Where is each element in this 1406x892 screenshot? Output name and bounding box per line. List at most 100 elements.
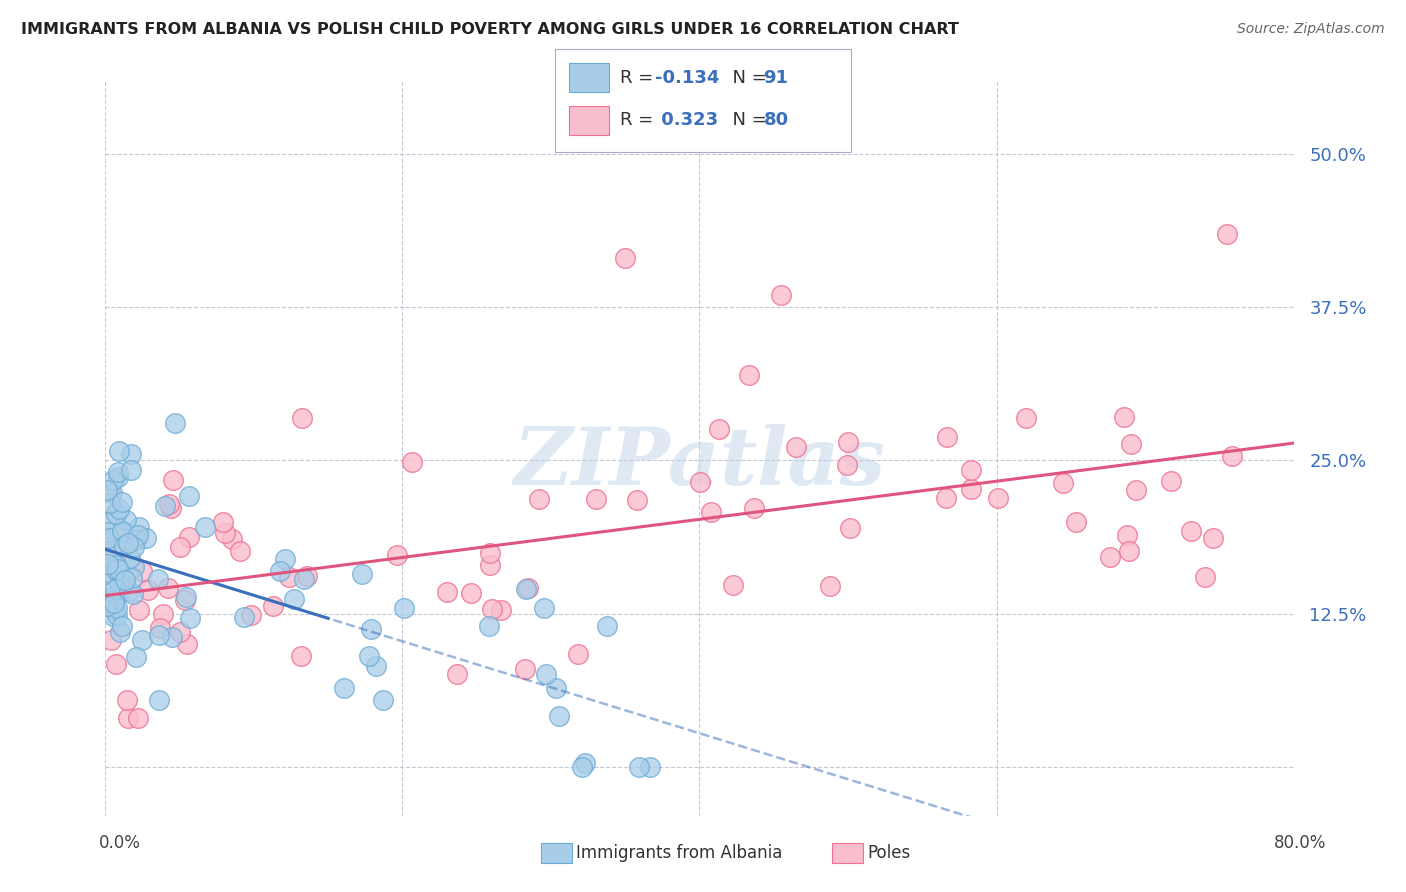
Point — [96, 524, 118, 539]
Point — [104, 558, 127, 573]
Point — [359, 648, 381, 663]
Point — [104, 507, 127, 521]
Text: 91: 91 — [763, 69, 789, 87]
Point — [478, 619, 501, 633]
Point — [481, 602, 503, 616]
Point — [112, 576, 135, 591]
Point — [527, 491, 550, 506]
Point — [274, 552, 297, 566]
Point — [96, 483, 118, 498]
Point — [104, 549, 127, 563]
Point — [111, 619, 134, 633]
Point — [174, 590, 197, 604]
Point — [128, 520, 150, 534]
Text: -0.134: -0.134 — [655, 69, 720, 87]
Point — [1125, 483, 1147, 498]
Point — [98, 496, 121, 510]
Point — [117, 535, 139, 549]
Point — [232, 609, 254, 624]
Point — [104, 582, 127, 596]
Point — [97, 531, 120, 545]
Point — [436, 584, 458, 599]
Point — [128, 603, 150, 617]
Point — [640, 760, 662, 774]
Point — [987, 491, 1010, 506]
Point — [707, 422, 730, 436]
Point — [148, 693, 170, 707]
Point — [401, 455, 423, 469]
Text: 80: 80 — [763, 112, 789, 129]
Point — [194, 520, 217, 534]
Point — [959, 463, 981, 477]
Point — [100, 566, 122, 581]
Point — [567, 647, 589, 661]
Point — [157, 581, 180, 595]
Point — [533, 601, 555, 615]
Point — [108, 501, 131, 516]
Point — [177, 489, 200, 503]
Point — [162, 630, 184, 644]
Point — [1194, 570, 1216, 584]
Point — [785, 440, 807, 454]
Point — [547, 708, 569, 723]
Point — [120, 550, 142, 565]
Point — [489, 603, 512, 617]
Point — [1052, 475, 1074, 490]
Point — [837, 458, 859, 473]
Point — [101, 486, 124, 500]
Point — [478, 546, 501, 560]
Point — [108, 444, 131, 458]
Point — [700, 505, 723, 519]
Point — [721, 578, 744, 592]
Point — [124, 649, 146, 664]
Point — [131, 632, 153, 647]
Point — [131, 564, 153, 578]
Point — [1119, 437, 1142, 451]
Point — [107, 562, 129, 576]
Point — [108, 625, 131, 640]
Point — [1098, 549, 1121, 564]
Point — [628, 760, 651, 774]
Point — [152, 607, 174, 621]
Point — [212, 516, 235, 530]
Point — [179, 611, 201, 625]
Point — [96, 566, 118, 581]
Point — [360, 622, 382, 636]
Point — [104, 657, 127, 672]
Point — [269, 564, 291, 578]
Text: N =: N = — [721, 69, 773, 87]
Point — [110, 578, 132, 592]
Point — [742, 500, 765, 515]
Point — [153, 499, 176, 513]
Point — [98, 595, 121, 609]
Point — [148, 628, 170, 642]
Text: IMMIGRANTS FROM ALBANIA VS POLISH CHILD POVERTY AMONG GIRLS UNDER 16 CORRELATION: IMMIGRANTS FROM ALBANIA VS POLISH CHILD … — [21, 22, 959, 37]
Point — [176, 637, 198, 651]
Point — [1118, 544, 1140, 558]
Point — [221, 533, 243, 547]
Point — [574, 756, 596, 770]
Point — [100, 633, 122, 648]
Point — [1064, 515, 1087, 529]
Point — [96, 599, 118, 613]
Point — [148, 573, 170, 587]
Point — [818, 579, 841, 593]
Point — [1220, 450, 1243, 464]
Point — [100, 543, 122, 558]
Point — [283, 592, 305, 607]
Point — [120, 447, 142, 461]
Point — [291, 411, 314, 425]
Point — [571, 760, 593, 774]
Text: Source: ZipAtlas.com: Source: ZipAtlas.com — [1237, 22, 1385, 37]
Point — [136, 582, 159, 597]
Point — [290, 648, 312, 663]
Point — [103, 602, 125, 616]
Point — [614, 251, 637, 265]
Text: 0.323: 0.323 — [655, 112, 718, 129]
Point — [770, 288, 793, 302]
Text: 80.0%: 80.0% — [1274, 834, 1327, 852]
Point — [117, 711, 139, 725]
Text: ZIPatlas: ZIPatlas — [513, 425, 886, 501]
Point — [1180, 524, 1202, 538]
Text: N =: N = — [721, 112, 773, 129]
